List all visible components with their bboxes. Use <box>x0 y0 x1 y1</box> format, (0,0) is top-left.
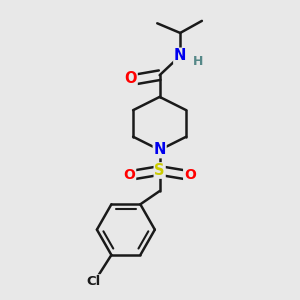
Text: N: N <box>154 142 166 158</box>
Text: O: O <box>124 168 135 182</box>
Text: N: N <box>174 48 186 63</box>
Text: O: O <box>184 168 196 182</box>
Text: Cl: Cl <box>86 275 100 288</box>
Text: S: S <box>154 163 165 178</box>
Text: H: H <box>193 56 203 68</box>
Text: O: O <box>124 71 137 86</box>
